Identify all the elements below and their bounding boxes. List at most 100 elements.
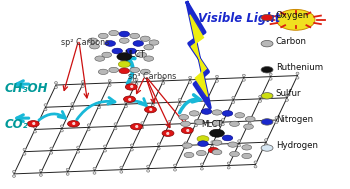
Circle shape <box>88 38 98 43</box>
Ellipse shape <box>259 95 262 98</box>
Circle shape <box>222 111 233 116</box>
Ellipse shape <box>66 173 69 175</box>
Circle shape <box>130 67 140 73</box>
Circle shape <box>201 109 212 114</box>
Ellipse shape <box>195 124 197 127</box>
Circle shape <box>90 44 99 49</box>
Ellipse shape <box>66 168 69 171</box>
Ellipse shape <box>211 145 214 148</box>
Ellipse shape <box>39 174 42 176</box>
Ellipse shape <box>13 170 15 173</box>
Ellipse shape <box>81 81 84 83</box>
Ellipse shape <box>151 104 154 107</box>
Ellipse shape <box>275 121 278 124</box>
Ellipse shape <box>216 75 218 78</box>
Ellipse shape <box>23 153 26 155</box>
Circle shape <box>197 136 209 142</box>
Ellipse shape <box>174 164 176 167</box>
Ellipse shape <box>130 149 133 151</box>
Text: sp² Carbons: sp² Carbons <box>61 38 110 47</box>
Ellipse shape <box>232 101 235 103</box>
Circle shape <box>244 124 253 129</box>
Ellipse shape <box>184 142 187 144</box>
Circle shape <box>118 61 130 67</box>
Circle shape <box>261 40 273 47</box>
Ellipse shape <box>205 98 208 100</box>
Ellipse shape <box>286 94 288 97</box>
Ellipse shape <box>108 79 111 82</box>
Ellipse shape <box>50 152 53 154</box>
Text: e: e <box>128 97 131 102</box>
Text: e: e <box>186 128 189 133</box>
Circle shape <box>98 33 108 39</box>
Ellipse shape <box>55 86 57 89</box>
Ellipse shape <box>269 78 272 80</box>
Ellipse shape <box>296 77 299 79</box>
Ellipse shape <box>93 167 96 170</box>
Ellipse shape <box>189 81 192 83</box>
Ellipse shape <box>147 170 150 172</box>
Circle shape <box>105 41 116 46</box>
Ellipse shape <box>168 121 171 123</box>
Circle shape <box>179 115 189 120</box>
Circle shape <box>140 69 150 74</box>
Ellipse shape <box>120 166 123 169</box>
Ellipse shape <box>135 83 138 85</box>
Text: Ruthenium: Ruthenium <box>276 63 323 72</box>
Circle shape <box>137 52 147 57</box>
Ellipse shape <box>221 119 224 121</box>
Ellipse shape <box>108 84 111 86</box>
Ellipse shape <box>157 147 160 150</box>
Ellipse shape <box>34 130 36 133</box>
Ellipse shape <box>114 127 117 130</box>
Circle shape <box>184 152 194 158</box>
Circle shape <box>245 116 255 122</box>
Circle shape <box>124 96 135 102</box>
Ellipse shape <box>242 74 245 77</box>
Ellipse shape <box>178 103 181 105</box>
Text: e: e <box>149 107 152 112</box>
Text: CO₂: CO₂ <box>4 118 28 131</box>
Circle shape <box>133 41 144 46</box>
Circle shape <box>109 30 119 36</box>
Circle shape <box>208 147 219 153</box>
Ellipse shape <box>259 100 262 102</box>
Circle shape <box>149 40 159 45</box>
Ellipse shape <box>125 101 127 103</box>
Ellipse shape <box>60 129 63 132</box>
Text: Oxygen: Oxygen <box>276 11 309 20</box>
Ellipse shape <box>189 76 192 79</box>
Circle shape <box>242 153 252 159</box>
Ellipse shape <box>248 118 251 120</box>
Ellipse shape <box>211 141 214 143</box>
Ellipse shape <box>269 73 272 76</box>
Ellipse shape <box>23 148 26 151</box>
Circle shape <box>182 143 192 148</box>
Polygon shape <box>190 15 208 97</box>
Text: Nitrogen: Nitrogen <box>276 115 313 124</box>
Ellipse shape <box>200 168 203 170</box>
Circle shape <box>212 110 222 115</box>
Ellipse shape <box>39 169 42 172</box>
Circle shape <box>144 45 154 50</box>
Circle shape <box>230 121 239 126</box>
Ellipse shape <box>178 98 181 101</box>
Circle shape <box>119 68 130 74</box>
Ellipse shape <box>200 163 203 166</box>
Ellipse shape <box>238 144 241 147</box>
Circle shape <box>109 67 119 73</box>
Ellipse shape <box>286 99 288 101</box>
Circle shape <box>196 150 206 156</box>
Circle shape <box>162 130 174 136</box>
Circle shape <box>198 141 208 146</box>
Ellipse shape <box>13 175 15 177</box>
Circle shape <box>261 14 273 21</box>
Text: e: e <box>32 121 35 126</box>
Text: e: e <box>130 84 133 89</box>
Ellipse shape <box>151 100 154 102</box>
Circle shape <box>140 36 150 41</box>
Circle shape <box>276 9 315 30</box>
Ellipse shape <box>87 128 90 131</box>
Ellipse shape <box>184 146 187 149</box>
Ellipse shape <box>44 108 47 111</box>
